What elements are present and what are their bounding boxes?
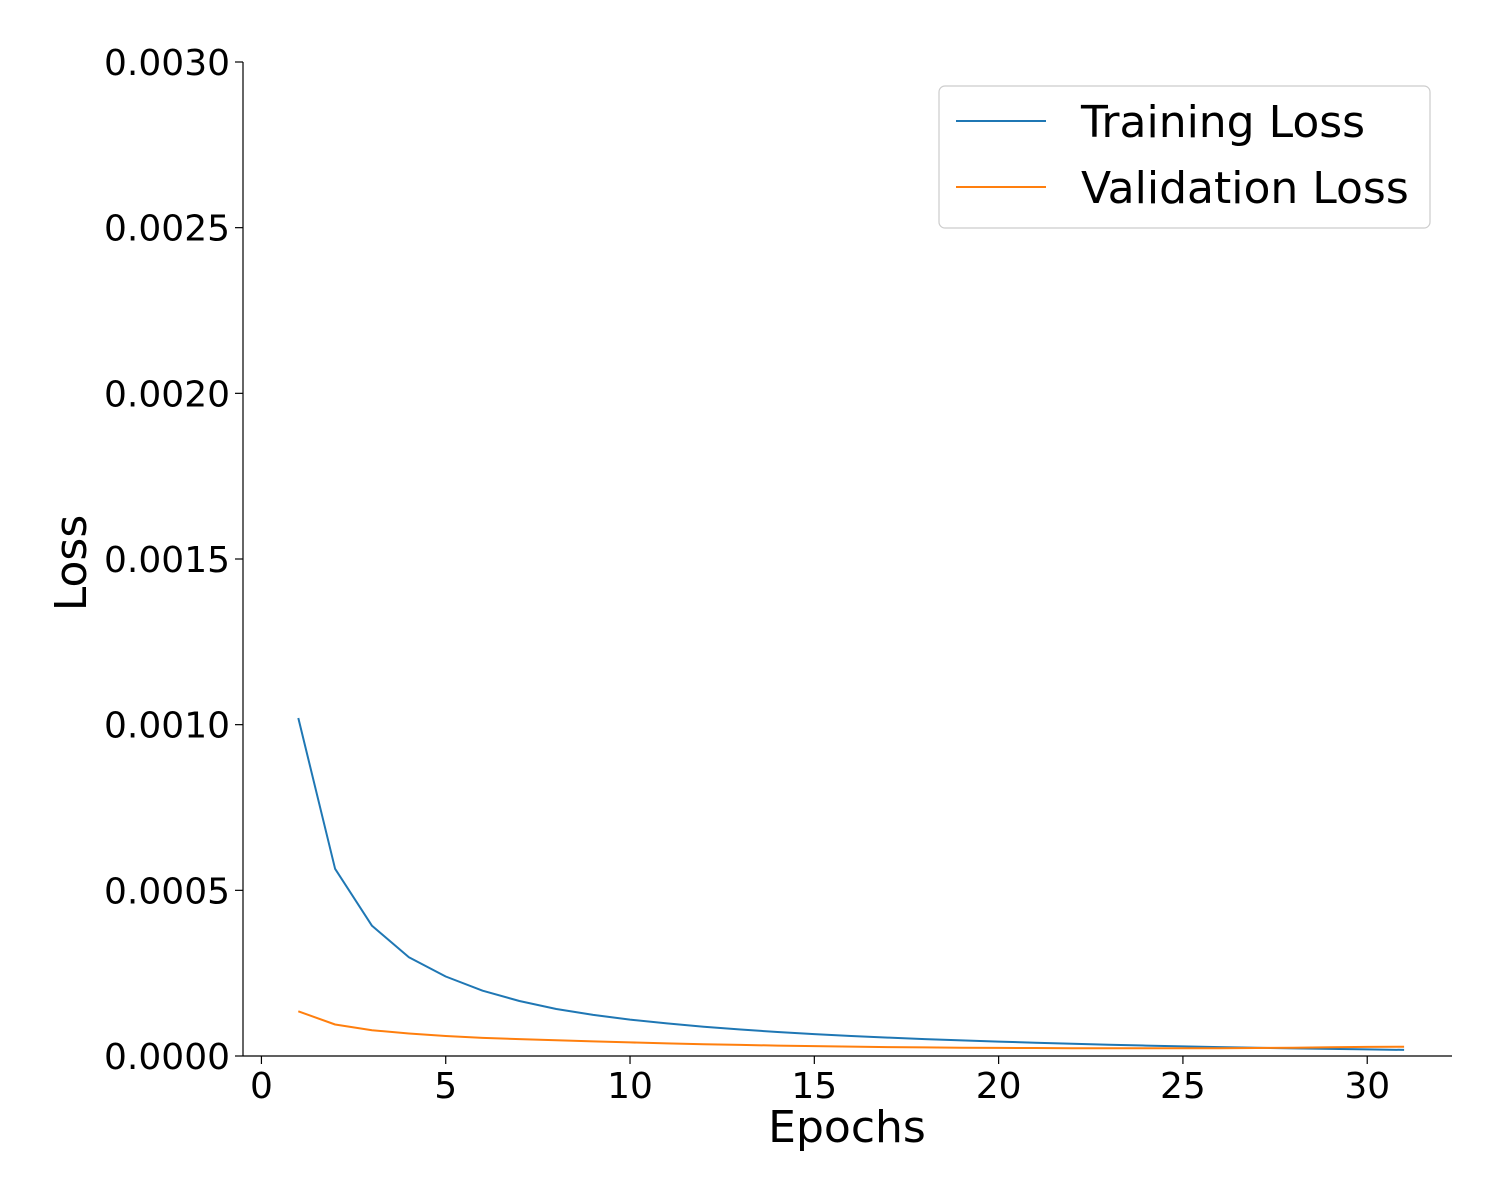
y-ticks: 0.0000 0.0005 0.0010 0.0015 0.0020 0.0025 0.00… bbox=[104, 43, 243, 1078]
y-axis-title: Loss bbox=[46, 515, 97, 612]
y-tick-label: 0.0025 bbox=[104, 209, 230, 250]
x-ticks: 0 5 10 15 20 25 30 bbox=[250, 1056, 1390, 1107]
legend-label-training-loss: Training Loss bbox=[1080, 97, 1365, 148]
x-tick-label: 5 bbox=[434, 1066, 457, 1107]
x-tick-label: 20 bbox=[976, 1066, 1022, 1107]
legend: Training Loss Validation Loss bbox=[938, 85, 1431, 229]
y-tick-label: 0.0030 bbox=[104, 43, 230, 84]
y-tick-label: 0.0005 bbox=[104, 871, 230, 912]
legend-frame bbox=[938, 85, 1431, 229]
x-tick-label: 15 bbox=[791, 1066, 837, 1107]
x-tick-label: 10 bbox=[607, 1066, 653, 1107]
y-tick-label: 0.0000 bbox=[104, 1037, 230, 1078]
series-line-validation-loss bbox=[297, 1010, 1405, 1050]
x-tick-label: 25 bbox=[1160, 1066, 1206, 1107]
x-tick-label: 30 bbox=[1344, 1066, 1390, 1107]
x-tick-label: 0 bbox=[250, 1066, 273, 1107]
x-axis-title: Epochs bbox=[768, 1102, 926, 1153]
legend-label-validation-loss: Validation Loss bbox=[1081, 163, 1409, 214]
y-tick-label: 0.0010 bbox=[104, 706, 230, 747]
y-tick-label: 0.0020 bbox=[104, 374, 230, 415]
y-tick-label: 0.0015 bbox=[104, 540, 230, 581]
series-line-training-loss bbox=[297, 717, 1405, 1051]
series-lines bbox=[297, 717, 1405, 1051]
